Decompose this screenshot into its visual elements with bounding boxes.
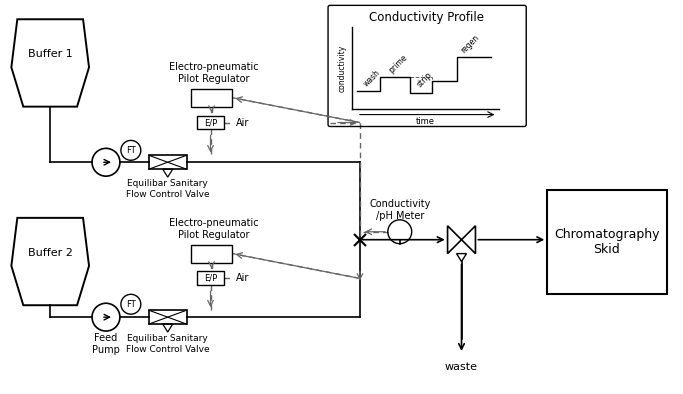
Text: Conductivity
/pH Meter: Conductivity /pH Meter [369, 199, 430, 221]
Text: Air: Air [236, 273, 249, 283]
Text: time: time [416, 117, 435, 126]
Text: Buffer 1: Buffer 1 [28, 49, 72, 59]
Bar [191, 245, 232, 262]
Text: Equilibar Sanitary
Flow Control Valve: Equilibar Sanitary Flow Control Valve [126, 334, 210, 354]
Bar [149, 310, 186, 324]
Text: Air: Air [236, 117, 249, 128]
Bar [197, 115, 225, 130]
Text: FT: FT [126, 146, 136, 155]
Bar [547, 190, 667, 294]
Text: strip: strip [416, 70, 434, 89]
Text: conductivity: conductivity [337, 44, 346, 91]
Text: Equilibar Sanitary
Flow Control Valve: Equilibar Sanitary Flow Control Valve [126, 179, 210, 199]
Text: FT: FT [126, 300, 136, 309]
Text: wash: wash [362, 68, 382, 89]
Bar [410, 77, 432, 93]
Text: Electro-pneumatic
Pilot Regulator: Electro-pneumatic Pilot Regulator [169, 62, 258, 84]
Bar [149, 155, 186, 169]
Text: prime: prime [387, 53, 409, 75]
Text: E/P: E/P [204, 118, 217, 127]
Text: Chromatography
Skid: Chromatography Skid [554, 228, 660, 256]
Text: Buffer 2: Buffer 2 [28, 247, 72, 258]
Text: Conductivity Profile: Conductivity Profile [369, 11, 484, 24]
Text: Electro-pneumatic
Pilot Regulator: Electro-pneumatic Pilot Regulator [169, 218, 258, 240]
Bar [191, 89, 232, 107]
Text: waste: waste [445, 362, 478, 372]
Text: regen: regen [458, 33, 481, 55]
Bar [197, 271, 225, 285]
Text: E/P: E/P [204, 274, 217, 283]
Text: Feed
Pump: Feed Pump [92, 333, 120, 355]
